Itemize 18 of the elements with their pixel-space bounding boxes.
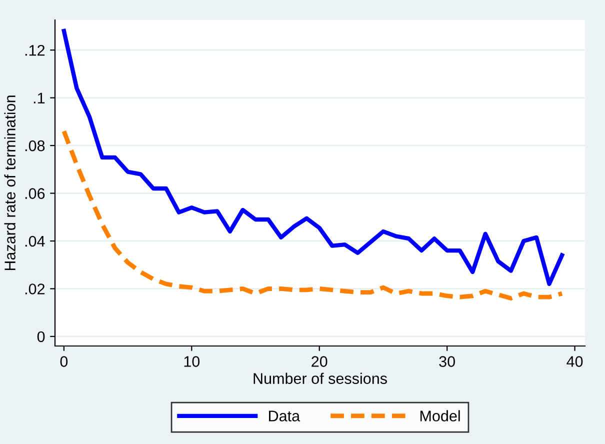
y-tick-label: .04 xyxy=(25,236,45,247)
x-axis-title: Number of sessions xyxy=(254,372,387,384)
legend-label: Data xyxy=(269,410,300,422)
y-tick-label: .1 xyxy=(34,92,45,104)
x-tick-label: 30 xyxy=(439,356,455,367)
y-tick-label: .08 xyxy=(25,140,45,152)
x-tick-label: 10 xyxy=(184,356,200,367)
line-series xyxy=(62,128,564,300)
y-tick-label: .06 xyxy=(25,188,45,199)
legend-label: Model xyxy=(420,410,460,422)
y-axis-title: Hazard rate of termination xyxy=(4,96,16,270)
y-tick-label: .02 xyxy=(25,284,45,294)
x-tick-label: 20 xyxy=(312,356,328,367)
y-tick-label: .12 xyxy=(25,44,45,56)
y-tick-label: 0 xyxy=(37,331,45,342)
line-series xyxy=(62,28,564,286)
x-tick-label: 40 xyxy=(566,356,583,367)
x-tick-label: 0 xyxy=(60,356,68,367)
